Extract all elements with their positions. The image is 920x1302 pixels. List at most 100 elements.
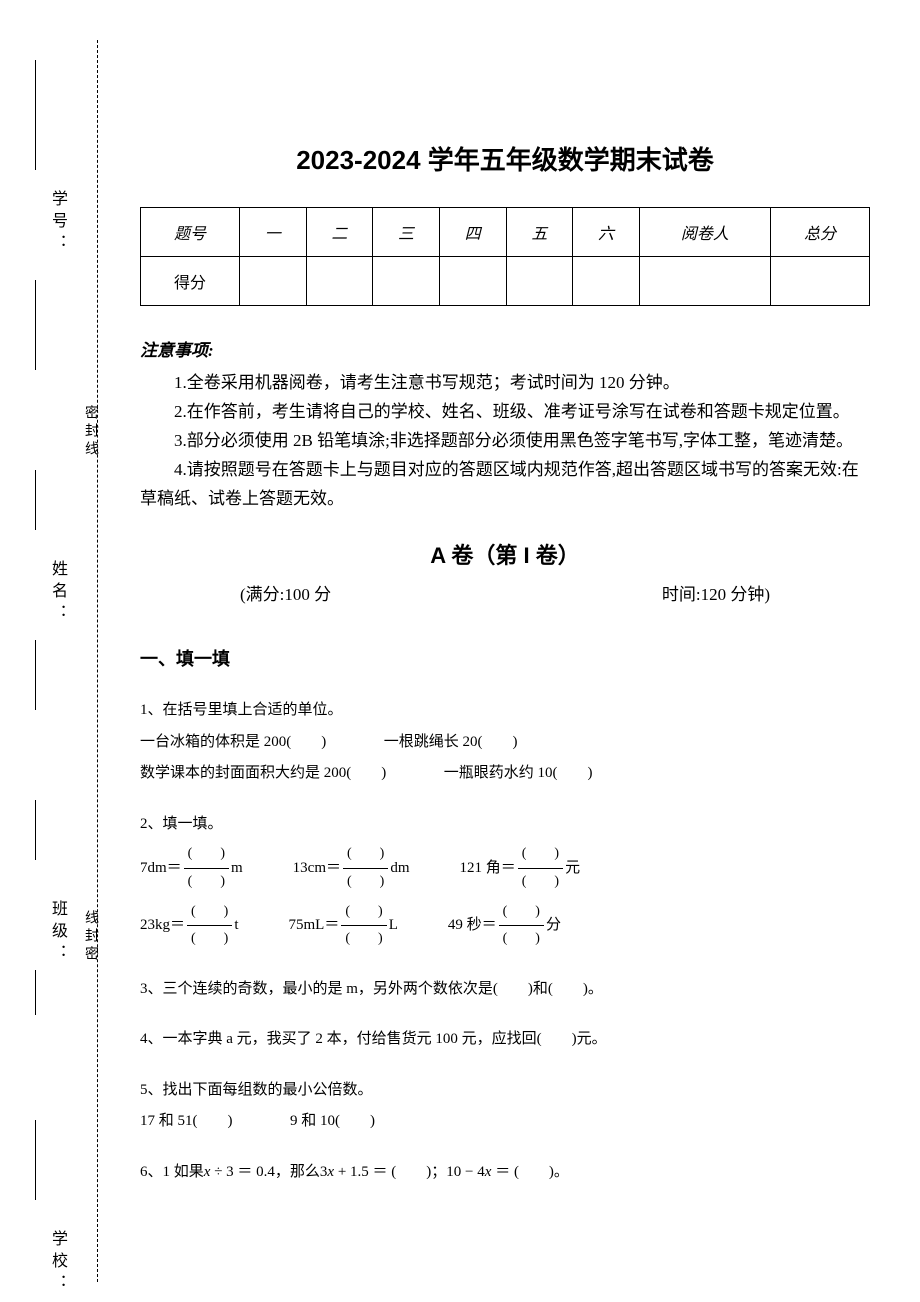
q2-item: 75mL＝( )( )L <box>289 917 398 933</box>
score-cell[interactable] <box>439 257 506 306</box>
score-header-cell: 六 <box>573 208 640 257</box>
fraction-blank: ( )( ) <box>499 899 544 953</box>
notice-title: 注意事项: <box>140 336 870 361</box>
q2-suffix: m <box>231 860 243 876</box>
question-6: 6、1 如果x ÷ 3 ＝ 0.4，那么3x + 1.5 ＝ ( )；10 − … <box>140 1158 870 1187</box>
q2-item: 121 角＝( )( )元 <box>460 860 581 876</box>
score-cell[interactable] <box>639 257 770 306</box>
seal-label: 密封线 <box>80 405 100 459</box>
seal-label: 线封密 <box>80 910 100 964</box>
question-3: 3、三个连续的奇数，最小的是 m，另外两个数依次是( )和( )。 <box>140 975 870 1004</box>
fraction-blank: ( )( ) <box>518 841 563 895</box>
side-line <box>35 640 36 710</box>
q2-suffix: dm <box>390 860 409 876</box>
fraction-blank: ( )( ) <box>187 899 232 953</box>
q5-stem: 5、找出下面每组数的最小公倍数。 <box>140 1076 870 1105</box>
score-table: 题号一二三四五六阅卷人总分 得分 <box>140 207 870 306</box>
section-1-title: 一、填一填 <box>140 645 870 671</box>
notice-item: 4.请按照题号在答题卡上与题目对应的答题区域内规范作答,超出答题区域书写的答案无… <box>140 456 870 514</box>
q1-l1b: 一根跳绳长 20( ) <box>384 734 518 750</box>
q1-line1: 一台冰箱的体积是 200( ) 一根跳绳长 20( ) <box>140 728 870 757</box>
score-cell[interactable] <box>573 257 640 306</box>
score-header-cell: 一 <box>239 208 306 257</box>
q2-item: 49 秒＝( )( )分 <box>448 917 561 933</box>
q2-prefix: 75mL＝ <box>289 917 340 933</box>
binding-sidebar: 学号： 姓名： 班级： 学校： 密封线线封密 <box>0 0 120 1302</box>
notice-item: 3.部分必须使用 2B 铅笔填涂;非选择题部分必须使用黑色签字笔书写,字体工整，… <box>140 427 870 456</box>
notice-block: 注意事项: 1.全卷采用机器阅卷，请考生注意书写规范；考试时间为 120 分钟。… <box>140 336 870 513</box>
page-container: 学号： 姓名： 班级： 学校： 密封线线封密 2023-2024 学年五年级数学期末试卷… <box>0 0 920 1302</box>
q2-suffix: L <box>389 917 398 933</box>
exam-title: 2023-2024 学年五年级数学期末试卷 <box>140 140 870 177</box>
q2-item: 7dm＝( )( )m <box>140 860 243 876</box>
q5-item1: 17 和 51( ) <box>140 1113 233 1129</box>
q2-suffix: 分 <box>546 917 561 933</box>
q1-stem: 1、在括号里填上合适的单位。 <box>140 696 870 725</box>
side-line <box>35 60 36 170</box>
score-table-header: 题号一二三四五六阅卷人总分 <box>141 208 870 257</box>
q2-prefix: 121 角＝ <box>460 860 516 876</box>
question-5: 5、找出下面每组数的最小公倍数。 17 和 51( ) 9 和 10( ) <box>140 1076 870 1136</box>
q5-items: 17 和 51( ) 9 和 10( ) <box>140 1107 870 1136</box>
full-marks: (满分:100 分 <box>240 580 331 605</box>
side-line <box>35 970 36 1015</box>
question-2: 2、填一填。 7dm＝( )( )m13cm＝( )( )dm121 角＝( )… <box>140 810 870 953</box>
score-cell[interactable] <box>373 257 440 306</box>
q2-row2: 23kg＝( )( )t75mL＝( )( )L49 秒＝( )( )分 <box>140 899 870 953</box>
paper-label: A 卷（第 I 卷） <box>140 538 870 570</box>
score-cell[interactable] <box>239 257 306 306</box>
q6-mid2: + 1.5 ＝ ( )；10 − 4 <box>334 1164 485 1180</box>
side-label: 姓名： <box>45 560 69 626</box>
q6-text: 6、1 如果x ÷ 3 ＝ 0.4，那么3x + 1.5 ＝ ( )；10 − … <box>140 1158 870 1187</box>
fraction-blank: ( )( ) <box>343 841 388 895</box>
score-header-cell: 总分 <box>771 208 870 257</box>
score-cell[interactable] <box>306 257 373 306</box>
q2-stem: 2、填一填。 <box>140 810 870 839</box>
main-content: 2023-2024 学年五年级数学期末试卷 题号一二三四五六阅卷人总分 得分 注… <box>120 0 920 1302</box>
q2-prefix: 49 秒＝ <box>448 917 497 933</box>
side-line <box>35 470 36 530</box>
paper-info: (满分:100 分 时间:120 分钟) <box>140 580 870 605</box>
q2-item: 13cm＝( )( )dm <box>293 860 410 876</box>
notice-item: 1.全卷采用机器阅卷，请考生注意书写规范；考试时间为 120 分钟。 <box>140 369 870 398</box>
q2-row1: 7dm＝( )( )m13cm＝( )( )dm121 角＝( )( )元 <box>140 841 870 895</box>
side-line <box>35 280 36 370</box>
q2-prefix: 7dm＝ <box>140 860 182 876</box>
question-4: 4、一本字典 a 元，我买了 2 本，付给售货元 100 元，应找回( )元。 <box>140 1025 870 1054</box>
score-header-cell: 五 <box>506 208 573 257</box>
notice-items: 1.全卷采用机器阅卷，请考生注意书写规范；考试时间为 120 分钟。2.在作答前… <box>140 369 870 513</box>
q1-l1a: 一台冰箱的体积是 200( ) <box>140 734 326 750</box>
score-header-cell: 阅卷人 <box>639 208 770 257</box>
q2-suffix: t <box>234 917 238 933</box>
q6-prefix: 6、1 如果 <box>140 1164 204 1180</box>
notice-item: 2.在作答前，考生请将自己的学校、姓名、班级、准考证号涂写在试卷和答题卡规定位置… <box>140 398 870 427</box>
q1-l2b: 一瓶眼药水约 10( ) <box>444 765 593 781</box>
score-table-row: 得分 <box>141 257 870 306</box>
question-1: 1、在括号里填上合适的单位。 一台冰箱的体积是 200( ) 一根跳绳长 20(… <box>140 696 870 788</box>
side-line <box>35 1120 36 1200</box>
dashed-seal-line <box>97 40 98 1282</box>
score-header-cell: 三 <box>373 208 440 257</box>
time-limit: 时间:120 分钟) <box>662 580 770 605</box>
q2-prefix: 13cm＝ <box>293 860 341 876</box>
q6-suffix: ＝ ( )。 <box>491 1164 569 1180</box>
q2-suffix: 元 <box>565 860 580 876</box>
score-cell[interactable] <box>771 257 870 306</box>
fraction-blank: ( )( ) <box>341 899 386 953</box>
side-line <box>35 800 36 860</box>
q5-item2: 9 和 10( ) <box>290 1113 375 1129</box>
score-header-cell: 四 <box>439 208 506 257</box>
q2-item: 23kg＝( )( )t <box>140 917 239 933</box>
q1-line2: 数学课本的封面面积大约是 200( ) 一瓶眼药水约 10( ) <box>140 759 870 788</box>
score-header-cell: 二 <box>306 208 373 257</box>
q1-l2a: 数学课本的封面面积大约是 200( ) <box>140 765 386 781</box>
score-header-cell: 题号 <box>141 208 240 257</box>
side-label: 学号： <box>45 190 69 256</box>
score-cell[interactable] <box>506 257 573 306</box>
side-label: 学校： <box>45 1230 69 1296</box>
q2-prefix: 23kg＝ <box>140 917 185 933</box>
side-label: 班级： <box>45 900 69 966</box>
q6-mid1: ÷ 3 ＝ 0.4，那么3 <box>210 1164 327 1180</box>
q4-text: 4、一本字典 a 元，我买了 2 本，付给售货元 100 元，应找回( )元。 <box>140 1025 870 1054</box>
q3-text: 3、三个连续的奇数，最小的是 m，另外两个数依次是( )和( )。 <box>140 975 870 1004</box>
